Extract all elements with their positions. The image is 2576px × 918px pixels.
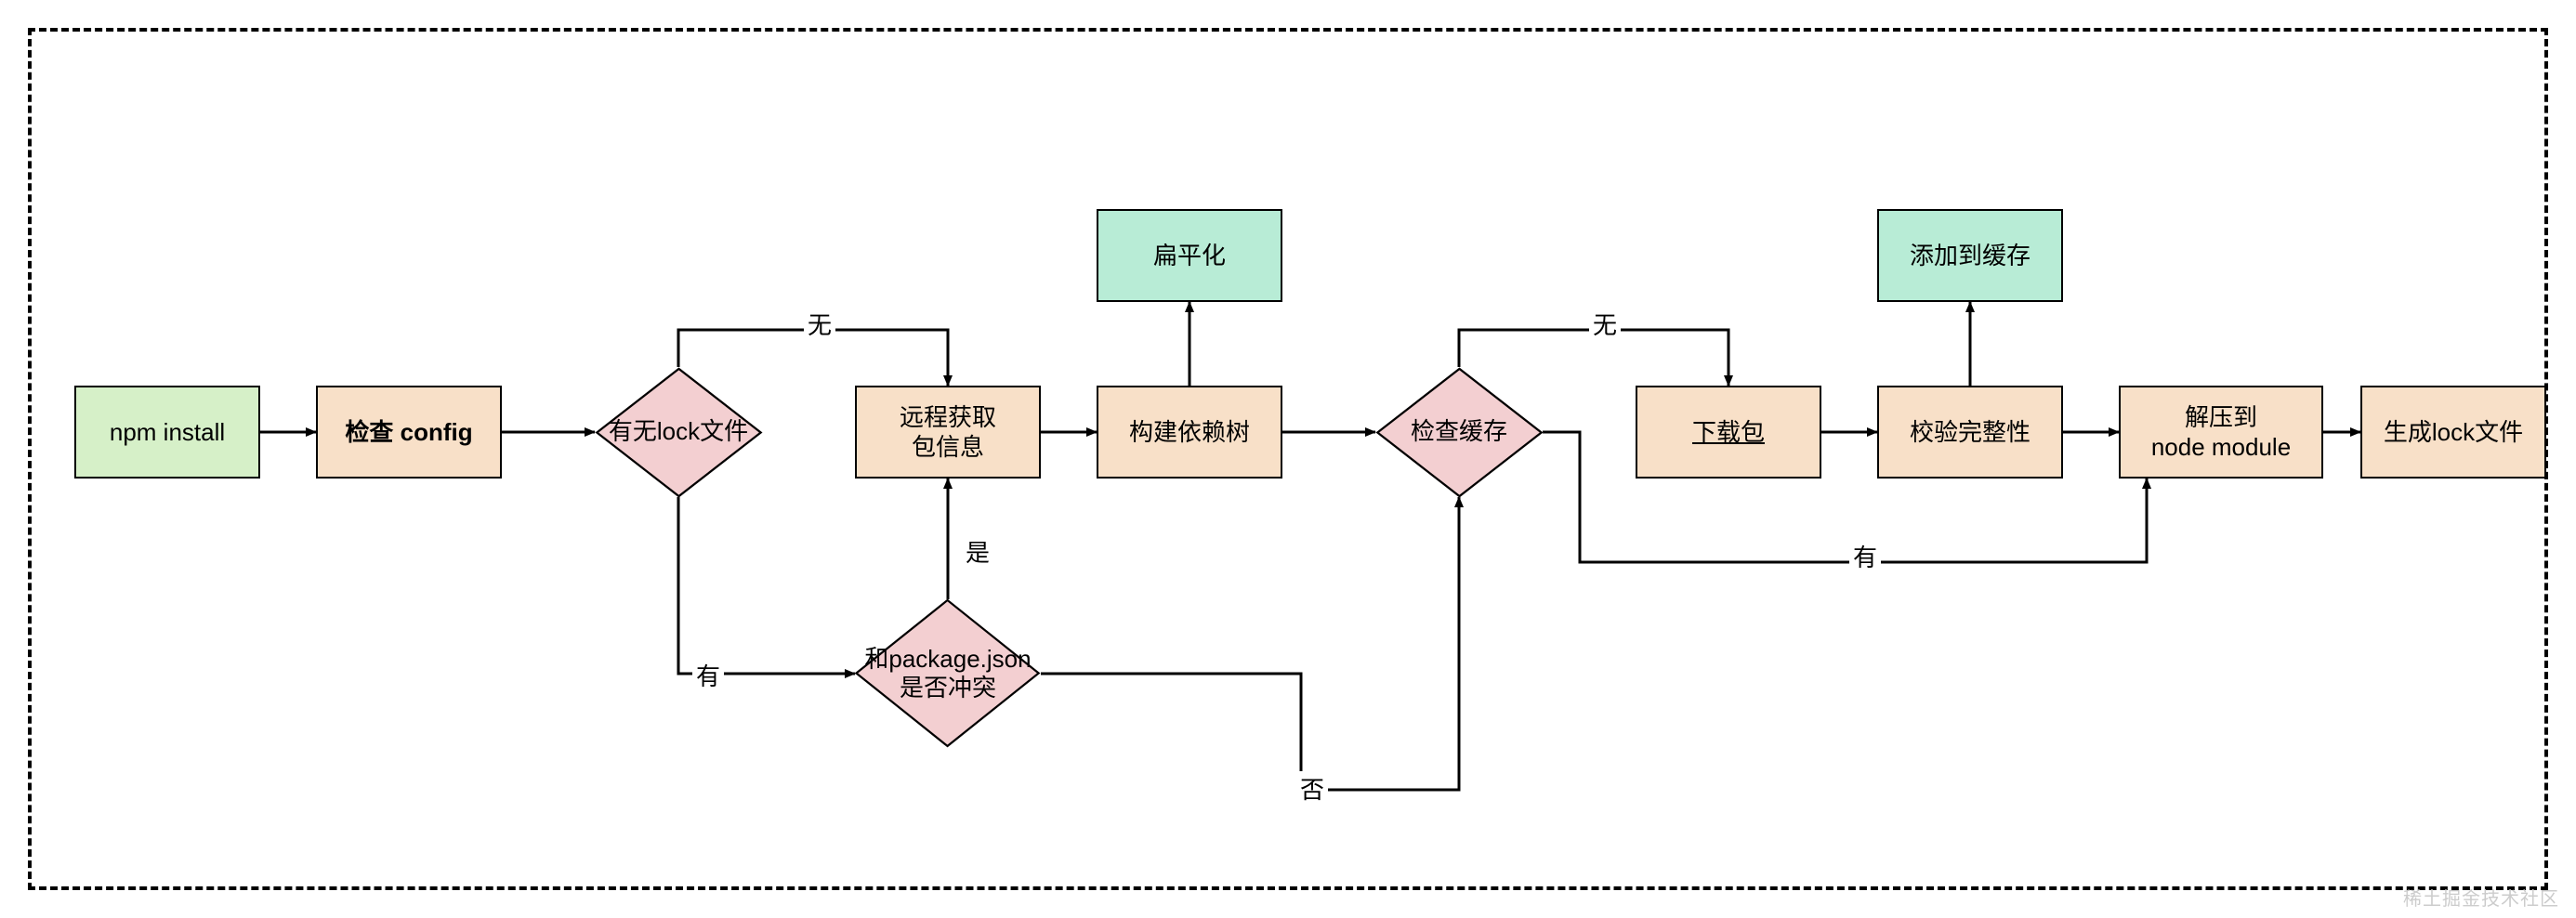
node-cacheQ: 检查缓存 [1375,367,1543,497]
edge-label-conflictQ-remote: 是 [962,534,993,569]
node-addCache: 添加到缓存 [1877,209,2063,302]
edge-label-lockQ-remote: 无 [804,307,835,341]
node-flatten: 扁平化 [1097,209,1282,302]
edge-label-cacheQ-download: 无 [1589,307,1621,341]
node-conflictQ: 和package.json 是否冲突 [855,599,1041,748]
node-npm: npm install [74,386,260,479]
node-genlock: 生成lock文件 [2360,386,2546,479]
watermark-text: 稀土掘金技术社区 [2403,884,2559,911]
diagram-canvas: 稀土掘金技术社区 npm install 检查 config 有无lock文件远程获… [0,0,2576,918]
edge-label-cacheQ-extract: 有 [1849,539,1881,573]
node-lockQ: 有无lock文件 [595,367,762,497]
node-verify: 校验完整性 [1877,386,2063,479]
node-tree: 构建依赖树 [1097,386,1282,479]
edge-label-conflictQ-cacheQ: 否 [1296,771,1328,806]
edge-label-lockQ-conflictQ: 有 [692,658,724,692]
node-download: 下载包 [1636,386,1821,479]
node-extract: 解压到 node module [2119,386,2323,479]
node-remote: 远程获取 包信息 [855,386,1041,479]
node-config: 检查 config [316,386,502,479]
